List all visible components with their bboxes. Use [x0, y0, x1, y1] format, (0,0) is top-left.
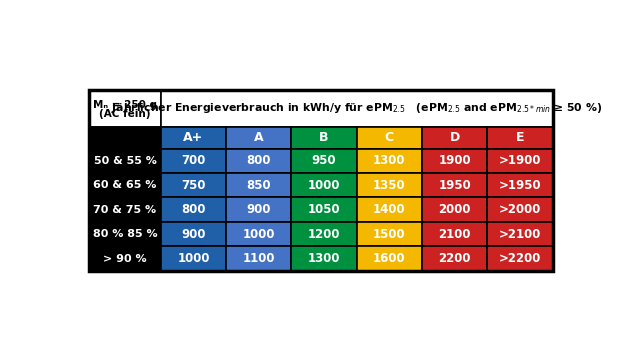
Bar	[226, 222, 292, 246]
Bar	[89, 90, 161, 127]
Text: 1900: 1900	[438, 154, 471, 167]
Text: C: C	[385, 131, 394, 144]
Bar	[422, 173, 487, 197]
Bar	[487, 222, 553, 246]
Text: 900: 900	[182, 228, 206, 241]
Text: 750: 750	[182, 179, 206, 192]
Text: 1200: 1200	[308, 228, 341, 241]
Text: 2200: 2200	[438, 252, 471, 265]
Bar	[422, 127, 487, 149]
Bar	[357, 173, 422, 197]
Text: 1100: 1100	[243, 252, 275, 265]
Text: A: A	[254, 131, 264, 144]
Bar	[161, 222, 226, 246]
Bar	[89, 197, 161, 222]
Bar	[226, 127, 292, 149]
Bar	[226, 246, 292, 271]
Bar	[226, 173, 292, 197]
Bar	[487, 173, 553, 197]
Bar	[161, 127, 226, 149]
Text: 950: 950	[312, 154, 336, 167]
Text: (AC fein): (AC fein)	[100, 109, 151, 119]
Bar	[89, 90, 553, 271]
Text: > 90 %: > 90 %	[103, 254, 146, 264]
Text: E: E	[516, 131, 524, 144]
Text: 850: 850	[247, 179, 271, 192]
Bar	[292, 173, 357, 197]
Text: >2100: >2100	[499, 228, 541, 241]
Text: 1350: 1350	[373, 179, 406, 192]
Text: 1500: 1500	[373, 228, 406, 241]
Text: 1000: 1000	[243, 228, 275, 241]
Bar	[161, 173, 226, 197]
Bar	[226, 149, 292, 173]
Bar	[487, 127, 553, 149]
Bar	[292, 222, 357, 246]
Bar	[89, 246, 161, 271]
Text: Mₙ = 250 g: Mₙ = 250 g	[93, 100, 157, 109]
Text: 70 & 75 %: 70 & 75 %	[93, 205, 156, 215]
Text: 1000: 1000	[308, 179, 341, 192]
Text: 1000: 1000	[177, 252, 210, 265]
Bar	[226, 197, 292, 222]
Text: 1300: 1300	[308, 252, 341, 265]
Bar	[89, 149, 161, 173]
Bar	[487, 197, 553, 222]
Text: >1950: >1950	[499, 179, 541, 192]
Text: 2100: 2100	[438, 228, 471, 241]
Text: >1900: >1900	[499, 154, 541, 167]
Text: 2000: 2000	[438, 203, 471, 216]
Bar	[487, 149, 553, 173]
Bar	[422, 222, 487, 246]
Text: 700: 700	[182, 154, 206, 167]
Bar	[422, 197, 487, 222]
Bar	[161, 246, 226, 271]
Text: 1050: 1050	[308, 203, 341, 216]
Text: 1950: 1950	[438, 179, 471, 192]
Bar	[422, 246, 487, 271]
Bar	[357, 246, 422, 271]
Text: 1300: 1300	[373, 154, 406, 167]
Bar	[357, 197, 422, 222]
Bar	[89, 222, 161, 246]
Bar	[89, 173, 161, 197]
Bar	[161, 197, 226, 222]
Bar	[357, 222, 422, 246]
Bar	[357, 149, 422, 173]
Bar	[292, 127, 357, 149]
Text: 80 % 85 %: 80 % 85 %	[93, 229, 157, 239]
Bar	[487, 246, 553, 271]
Bar	[357, 127, 422, 149]
Bar	[89, 127, 161, 149]
Bar	[292, 149, 357, 173]
Bar	[292, 246, 357, 271]
Text: D: D	[449, 131, 460, 144]
Text: >2000: >2000	[499, 203, 541, 216]
Bar	[161, 149, 226, 173]
Text: 800: 800	[247, 154, 271, 167]
Text: Jährlicher Energieverbrauch in kWh/y für ePM$_{2.5}$   (ePM$_{2.5}$ and ePM$_{2.: Jährlicher Energieverbrauch in kWh/y für…	[111, 101, 602, 115]
Text: 60 & 65 %: 60 & 65 %	[93, 180, 156, 190]
Bar	[292, 197, 357, 222]
Text: 1600: 1600	[373, 252, 406, 265]
Text: 50 & 55 %: 50 & 55 %	[93, 156, 156, 166]
Text: B: B	[319, 131, 329, 144]
Bar	[422, 149, 487, 173]
Text: A+: A+	[183, 131, 203, 144]
Text: 1400: 1400	[373, 203, 406, 216]
Text: 900: 900	[247, 203, 271, 216]
Text: 800: 800	[182, 203, 206, 216]
Text: >2200: >2200	[499, 252, 541, 265]
Bar	[161, 90, 553, 127]
